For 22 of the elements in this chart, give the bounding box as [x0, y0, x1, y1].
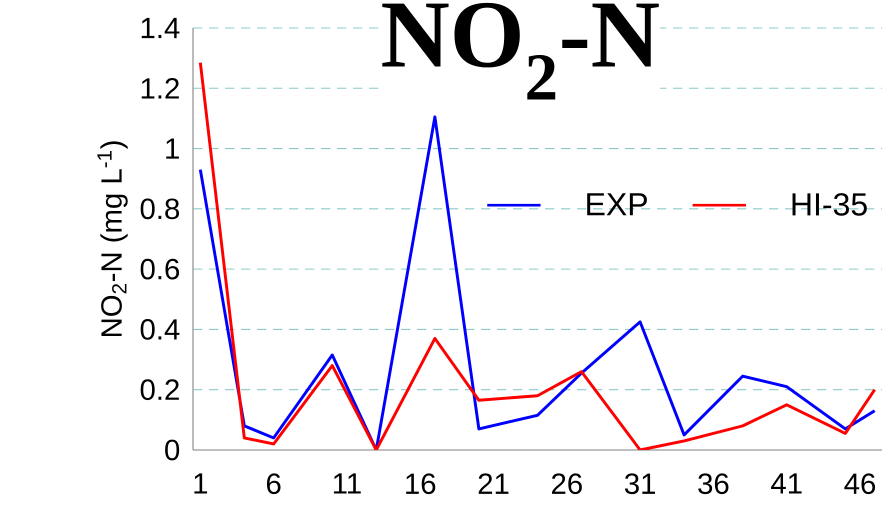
x-tick-label: 36	[698, 473, 728, 494]
x-tick-label: 21	[478, 473, 508, 494]
y-tick-label: 0.8	[140, 198, 180, 220]
y-axis-title: NO$_{2}$-N (mg L$^{-1}$)	[97, 141, 128, 336]
x-tick-label: 16	[406, 473, 436, 494]
x-tick-label: 26	[552, 473, 582, 494]
x-tick-label: 31	[624, 473, 655, 494]
y-tick-label: 1.4	[142, 18, 180, 38]
y-tick-label: 0	[165, 440, 180, 460]
y-tick-label: 0.6	[140, 258, 180, 280]
x-tick-label: 11	[334, 473, 361, 494]
x-tick-label: 41	[771, 473, 802, 494]
x-tick-label: 6	[266, 473, 281, 494]
y-tick-label: 0.2	[140, 379, 179, 400]
x-tick-label: 46	[844, 473, 876, 494]
chart-title: NO$_{2}$-N	[382, 2, 659, 100]
x-tick-label: 1	[194, 473, 208, 494]
y-tick-label: 1	[166, 138, 179, 159]
y-tick-label: 0.4	[140, 319, 180, 340]
legend-label: HI-35	[792, 193, 867, 216]
y-tick-label: 1.2	[142, 78, 179, 99]
legend-label: EXP	[587, 193, 647, 216]
